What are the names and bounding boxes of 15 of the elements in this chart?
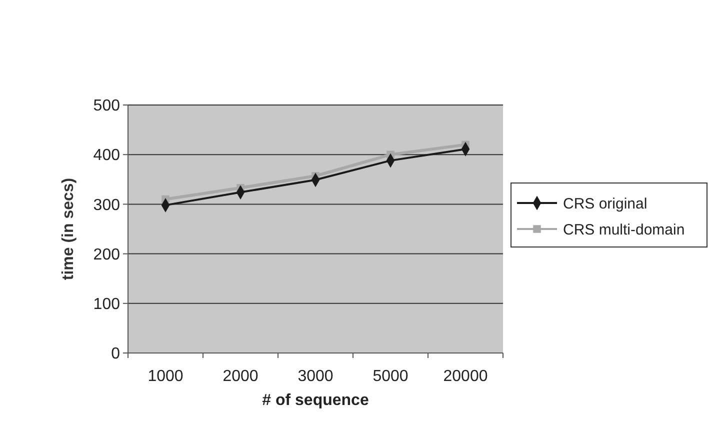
y-tick-label: 300 xyxy=(93,196,120,214)
y-tick-label: 0 xyxy=(111,346,120,363)
y-tick-label: 200 xyxy=(93,246,120,264)
x-axis-title: # of sequence xyxy=(262,392,369,409)
legend-label: CRS original xyxy=(563,195,648,212)
x-tick-label: 20000 xyxy=(443,368,488,385)
y-tick-label: 500 xyxy=(93,98,120,115)
y-axis-title: time (in secs) xyxy=(60,178,77,280)
x-tick-label: 5000 xyxy=(372,368,408,385)
y-tick-label: 100 xyxy=(93,296,120,313)
legend-label: CRS multi-domain xyxy=(563,221,685,238)
x-tick-label: 2000 xyxy=(222,368,258,385)
x-tick-label: 1000 xyxy=(148,368,184,385)
y-tick-label: 400 xyxy=(93,147,120,164)
x-tick-label: 3000 xyxy=(298,368,334,385)
